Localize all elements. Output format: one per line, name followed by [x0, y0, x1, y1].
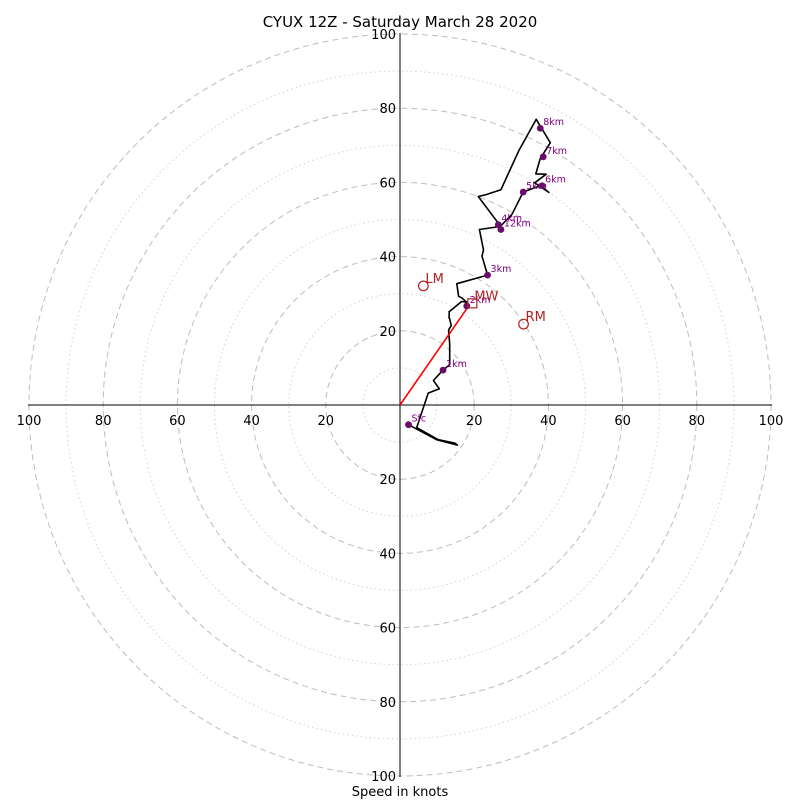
- height-marker-5km: [519, 188, 527, 196]
- tick-label-left-20: 20: [318, 414, 335, 429]
- tick-label-bottom-20: 20: [379, 473, 396, 488]
- tick-label-left-60: 60: [169, 414, 186, 429]
- height-label-2km: 2km: [470, 295, 491, 306]
- tick-label-right-40: 40: [540, 414, 557, 429]
- height-label-1km: 1km: [446, 359, 467, 370]
- height-marker-1km: [439, 366, 447, 374]
- height-marker-7km: [539, 153, 547, 161]
- height-label-7km: 7km: [546, 146, 567, 157]
- storm-motion-layer: LM MW RM: [417, 272, 546, 330]
- hodograph-trace-layer: [399, 118, 552, 446]
- tick-label-bottom-40: 40: [379, 547, 396, 562]
- tick-label-right-80: 80: [689, 414, 706, 429]
- tick-label-right-20: 20: [466, 414, 483, 429]
- height-label-5km: 5km: [526, 181, 547, 192]
- height-marker-12km: [497, 226, 505, 233]
- height-label-12km: 12km: [504, 219, 531, 230]
- tick-label-bottom-60: 60: [379, 622, 396, 637]
- hodograph-trace: [408, 118, 552, 446]
- height-marker-8km: [536, 124, 544, 132]
- bunkers-motion-vector: [399, 304, 471, 406]
- x-axis-label: Speed in knots: [352, 785, 449, 800]
- storm-marker-LM: [417, 280, 429, 292]
- height-marker-3km: [484, 271, 491, 279]
- height-marker-6km: [538, 182, 546, 190]
- height-label-6km: 6km: [545, 175, 566, 186]
- tick-label-top-60: 60: [379, 176, 396, 191]
- storm-label-RM: RM: [526, 310, 546, 325]
- storm-marker-MW: [467, 298, 478, 309]
- tick-label-left-100: 100: [17, 414, 42, 429]
- storm-label-MW: MW: [474, 289, 498, 304]
- storm-label-LM: LM: [425, 272, 443, 287]
- chart-title: CYUX 12Z - Saturday March 28 2020: [263, 13, 538, 31]
- height-label-3km: 3km: [491, 264, 512, 275]
- height-label-4km: 4km: [501, 214, 522, 225]
- height-label-Sfc: Sfc: [412, 414, 427, 425]
- tick-label-bottom-80: 80: [379, 696, 396, 711]
- tick-label-left-40: 40: [243, 414, 260, 429]
- storm-marker-RM: [518, 318, 529, 330]
- height-label-8km: 8km: [543, 117, 564, 128]
- tick-label-right-60: 60: [614, 414, 631, 429]
- tick-label-bottom-100: 100: [371, 770, 396, 785]
- height-marker-Sfc: [405, 421, 412, 429]
- tick-label-right-100: 100: [759, 414, 784, 429]
- tick-label-left-80: 80: [95, 414, 112, 429]
- tick-label-top-40: 40: [379, 251, 396, 266]
- tick-labels: 20 40 60 80 100 20 40 60 80 100 20 40 60 80 100 20 40 60 8…: [17, 28, 784, 785]
- tick-label-top-80: 80: [379, 102, 396, 117]
- tick-label-top-20: 20: [379, 325, 396, 340]
- tick-label-top-100: 100: [371, 28, 396, 43]
